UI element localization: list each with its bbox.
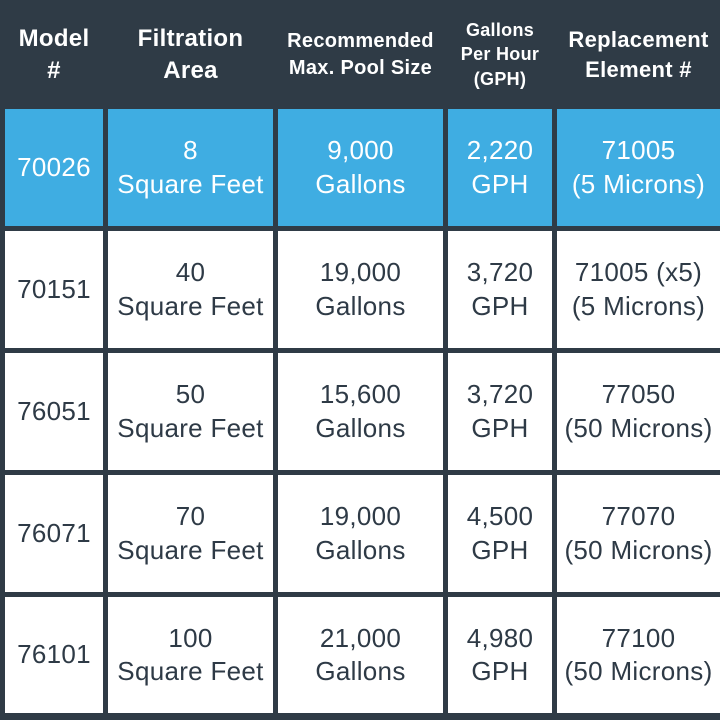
cell-gallons-per-hour: 3,720 GPH <box>443 226 557 353</box>
cell-replacement-element: 77050 (50 Microns) <box>552 348 720 475</box>
cell-replacement-element: 71005 (x5) (5 Microns) <box>552 226 720 353</box>
header-model-number: Model # <box>0 0 108 109</box>
cell-filtration-area: 8 Square Feet <box>103 104 278 231</box>
cell-model-number: 70151 <box>0 226 108 353</box>
cell-gallons-per-hour: 3,720 GPH <box>443 348 557 475</box>
header-max-pool-size: Recommended Max. Pool Size <box>273 0 448 109</box>
header-filtration-area: Filtration Area <box>103 0 278 109</box>
cell-gallons-per-hour: 4,980 GPH <box>443 592 557 719</box>
table-row-70026: 70026 8 Square Feet 9,000 Gallons 2,220 … <box>0 104 720 231</box>
cell-model-number: 76071 <box>0 470 108 597</box>
cell-filtration-area: 70 Square Feet <box>103 470 278 597</box>
header-replacement-element: Replacement Element # <box>552 0 720 109</box>
cell-gallons-per-hour: 2,220 GPH <box>443 104 557 231</box>
cell-model-number: 76051 <box>0 348 108 475</box>
cell-replacement-element: 71005 (5 Microns) <box>552 104 720 231</box>
cell-filtration-area: 50 Square Feet <box>103 348 278 475</box>
table-row-76101: 76101 100 Square Feet 21,000 Gallons 4,9… <box>0 592 720 719</box>
cell-filtration-area: 100 Square Feet <box>103 592 278 719</box>
table-row-70151: 70151 40 Square Feet 19,000 Gallons 3,72… <box>0 226 720 353</box>
table-row-76051: 76051 50 Square Feet 15,600 Gallons 3,72… <box>0 348 720 475</box>
table-header-row: Model # Filtration Area Recommended Max.… <box>0 0 720 109</box>
cell-gallons-per-hour: 4,500 GPH <box>443 470 557 597</box>
cell-max-pool-size: 19,000 Gallons <box>273 226 448 353</box>
cell-model-number: 76101 <box>0 592 108 719</box>
cell-max-pool-size: 15,600 Gallons <box>273 348 448 475</box>
cell-filtration-area: 40 Square Feet <box>103 226 278 353</box>
cell-model-number: 70026 <box>0 104 108 231</box>
cell-max-pool-size: 19,000 Gallons <box>273 470 448 597</box>
cell-replacement-element: 77100 (50 Microns) <box>552 592 720 719</box>
header-gallons-per-hour: Gallons Per Hour (GPH) <box>443 0 557 109</box>
cell-max-pool-size: 21,000 Gallons <box>273 592 448 719</box>
cell-max-pool-size: 9,000 Gallons <box>273 104 448 231</box>
cell-replacement-element: 77070 (50 Microns) <box>552 470 720 597</box>
table-row-76071: 76071 70 Square Feet 19,000 Gallons 4,50… <box>0 470 720 597</box>
